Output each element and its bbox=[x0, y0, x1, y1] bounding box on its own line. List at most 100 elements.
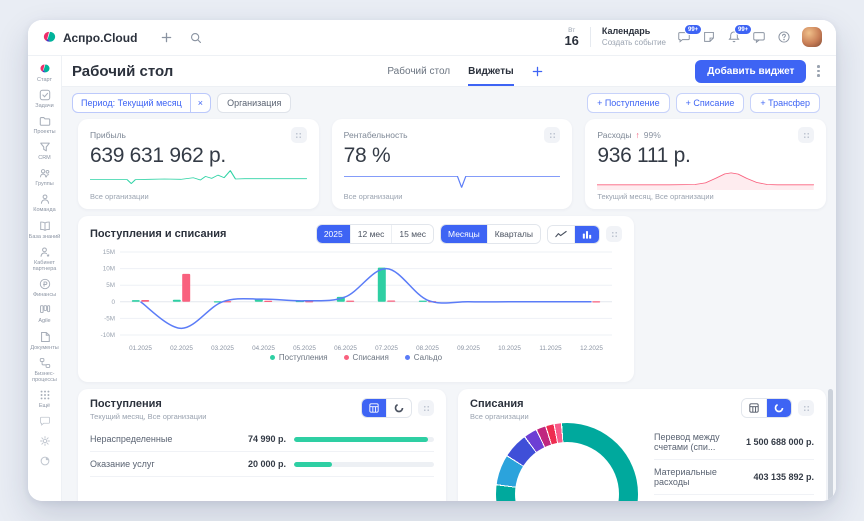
app-logo[interactable]: Аспро.Cloud bbox=[42, 30, 137, 45]
organization-filter-chip[interactable]: Организация bbox=[217, 92, 292, 113]
messages-button[interactable]: 99+ bbox=[677, 24, 703, 44]
avatar[interactable] bbox=[802, 27, 822, 48]
note-icon bbox=[702, 30, 716, 44]
sidebar-item-team[interactable]: Команда bbox=[28, 193, 61, 214]
tab-dashboard[interactable]: Рабочий стол bbox=[387, 65, 451, 77]
sidebar-item-tasks[interactable]: Задачи bbox=[28, 89, 61, 110]
calendar-subtitle: Создать событие bbox=[601, 38, 666, 48]
kpi-value: 936 111 р. bbox=[597, 144, 691, 167]
line-view-button[interactable] bbox=[548, 225, 574, 243]
sidebar-item-groups[interactable]: Группы bbox=[28, 167, 61, 188]
table-icon bbox=[749, 403, 759, 413]
apps-icon bbox=[39, 455, 51, 467]
expense-donut-chart[interactable] bbox=[496, 423, 638, 501]
scrollbar[interactable] bbox=[828, 389, 833, 501]
bottom-row: Поступления Текущий месяц, Все организац… bbox=[78, 389, 826, 501]
topbar-right: Вт 16 Календарь Создать событие 99+ 99+ bbox=[564, 24, 822, 48]
quick-add-button[interactable] bbox=[161, 32, 172, 43]
help-button[interactable] bbox=[777, 30, 791, 44]
donut-view-button[interactable] bbox=[766, 399, 791, 417]
aspro-logo-icon bbox=[42, 30, 57, 45]
period-filter-chip[interactable]: Период: Текущий месяц × bbox=[72, 92, 212, 113]
widget-handle-icon[interactable] bbox=[606, 226, 622, 242]
support-chat-button[interactable] bbox=[752, 30, 766, 44]
income-expense-chart[interactable]: 15M 10M 5M 0 -5M -10M 01.2025 02.2025 03.2025 04.… bbox=[94, 247, 618, 353]
sidebar-item-crm[interactable]: CRM bbox=[28, 141, 61, 162]
add-transfer-button[interactable]: + Трансфер bbox=[750, 92, 820, 113]
legend-expense[interactable]: Списания bbox=[343, 353, 389, 362]
list-item[interactable]: Подрядные работы 76 173 204 р. bbox=[654, 495, 814, 501]
sidebar-item-projects[interactable]: Проекты bbox=[28, 115, 61, 136]
ruble-coin-icon bbox=[39, 278, 51, 290]
granularity-months-button[interactable]: Месяцы bbox=[441, 225, 487, 243]
kpi-value: 78 % bbox=[343, 144, 391, 167]
sidebar-settings-button[interactable] bbox=[28, 435, 62, 447]
expense-panel: Списания Все организации bbox=[458, 389, 826, 501]
sidebar-item-partner-cabinet[interactable]: Кабинет партнера bbox=[28, 246, 61, 273]
add-income-button[interactable]: + Поступление bbox=[587, 92, 670, 113]
red-dot-icon bbox=[343, 355, 349, 360]
income-list: Нераспределенные 74 990 р. Оказание услу… bbox=[90, 427, 434, 477]
panel-title: Списания bbox=[470, 398, 524, 410]
page-title: Рабочий стол bbox=[72, 62, 174, 80]
list-item[interactable]: Оказание услуг 20 000 р. bbox=[90, 452, 434, 477]
delta-up-icon: ↑ bbox=[635, 130, 640, 140]
line-chart-icon bbox=[555, 230, 567, 239]
svg-text:04.2025: 04.2025 bbox=[252, 345, 275, 352]
date-widget[interactable]: Вт 16 bbox=[564, 26, 578, 47]
kpi-row: Прибыль 639 631 962 р. Все организации Р… bbox=[78, 119, 827, 209]
remove-filter-icon[interactable]: × bbox=[189, 93, 210, 112]
progress-fill bbox=[294, 461, 332, 467]
speech-bubble-icon bbox=[752, 30, 766, 44]
sidebar-item-more[interactable]: Ещё bbox=[28, 389, 61, 410]
list-item[interactable]: Перевод между счетами (спи... 1 500 688 … bbox=[654, 425, 814, 460]
calendar-shortcut[interactable]: Календарь Создать событие bbox=[602, 26, 666, 48]
sidebar-apps-button[interactable] bbox=[28, 455, 62, 467]
sidebar-item-documents[interactable]: Документы bbox=[28, 331, 61, 352]
app-body: Старт Задачи Проекты CRM Группы Команда … bbox=[28, 56, 836, 501]
table-view-button[interactable] bbox=[742, 399, 766, 417]
kpi-title: Расходы bbox=[597, 130, 632, 140]
book-icon bbox=[39, 220, 51, 232]
widget-handle-icon[interactable] bbox=[544, 127, 561, 143]
tab-widgets[interactable]: Виджеты bbox=[468, 56, 514, 86]
donut-icon bbox=[774, 403, 784, 413]
widget-handle-icon[interactable] bbox=[798, 127, 815, 143]
list-item[interactable]: Материальные расходы 403 135 892 р. bbox=[654, 460, 814, 495]
legend-income[interactable]: Поступления bbox=[269, 353, 328, 362]
sidebar-item-start[interactable]: Старт bbox=[28, 63, 61, 84]
period-filter-label: Период: Текущий месяц bbox=[81, 97, 182, 108]
table-view-button[interactable] bbox=[362, 399, 386, 417]
search-button[interactable] bbox=[190, 32, 202, 44]
kpi-card-profit: Прибыль 639 631 962 р. Все организации bbox=[78, 119, 319, 209]
calendar-title: Календарь bbox=[601, 26, 651, 37]
expense-view-switcher bbox=[741, 398, 814, 418]
legend-balance[interactable]: Сальдо bbox=[404, 353, 442, 362]
granularity-quarters-button[interactable]: Кварталы bbox=[486, 225, 540, 243]
sidebar-item-agile[interactable]: Agile bbox=[28, 304, 61, 325]
weekday-label: Вт bbox=[568, 26, 576, 34]
progress-track bbox=[294, 461, 434, 467]
notes-button[interactable] bbox=[702, 30, 716, 44]
range-12m-button[interactable]: 12 мес bbox=[349, 225, 392, 243]
sidebar-item-finance[interactable]: Финансы bbox=[28, 278, 61, 299]
widget-handle-icon[interactable] bbox=[290, 127, 307, 143]
donut-view-button[interactable] bbox=[386, 399, 411, 417]
add-expense-button[interactable]: + Списание bbox=[675, 92, 745, 113]
range-2025-button[interactable]: 2025 bbox=[316, 225, 350, 243]
dashboard-tabs: Рабочий стол Виджеты bbox=[387, 56, 542, 86]
list-item[interactable]: Нераспределенные 74 990 р. bbox=[90, 427, 434, 452]
notifications-button[interactable]: 99+ bbox=[727, 24, 753, 44]
more-options-icon[interactable] bbox=[817, 64, 820, 78]
chart-type-switcher bbox=[547, 224, 600, 244]
widget-handle-icon[interactable] bbox=[418, 400, 434, 416]
add-widget-button[interactable]: Добавить виджет bbox=[695, 59, 807, 83]
bar-view-button[interactable] bbox=[574, 225, 599, 243]
sidebar-chat-button[interactable] bbox=[28, 415, 62, 427]
widget-handle-icon[interactable] bbox=[798, 400, 814, 416]
search-icon bbox=[190, 32, 202, 44]
add-tab-button[interactable] bbox=[532, 56, 543, 86]
sidebar-item-business-processes[interactable]: Бизнес-процессы bbox=[28, 357, 61, 384]
range-15m-button[interactable]: 15 мес bbox=[391, 225, 434, 243]
sidebar-item-knowledge-base[interactable]: База знаний bbox=[28, 220, 61, 241]
